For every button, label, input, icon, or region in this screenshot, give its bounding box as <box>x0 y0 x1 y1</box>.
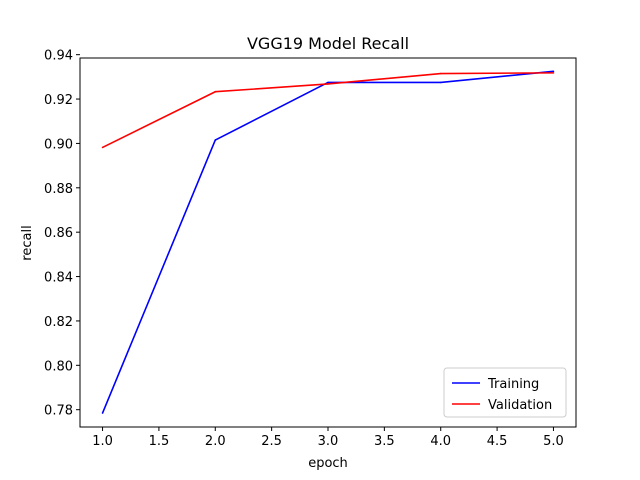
x-axis-label: epoch <box>308 456 348 471</box>
y-tick-label: 0.84 <box>44 271 73 286</box>
data-point-validation <box>552 72 555 74</box>
data-point-training <box>439 81 442 84</box>
y-tick-label: 0.94 <box>44 49 73 64</box>
data-point-validation <box>327 83 329 85</box>
x-axis-ticks: 1.0 1.5 2.0 2.5 3.0 3.5 4.0 4.5 5.0 <box>92 427 564 449</box>
y-tick-label: 0.80 <box>44 359 73 374</box>
x-tick-label: 1.0 <box>92 434 113 449</box>
data-point-training <box>101 412 104 414</box>
data-point-training <box>552 70 555 73</box>
series-layer <box>101 70 555 414</box>
x-tick-label: 1.5 <box>149 434 170 449</box>
legend-label-validation: Validation <box>488 398 552 413</box>
x-tick-label: 2.0 <box>205 434 226 449</box>
x-tick-label: 4.5 <box>487 434 508 449</box>
y-tick-label: 0.92 <box>44 93 73 108</box>
chart-title: VGG19 Model Recall <box>247 34 409 53</box>
x-tick-label: 5.0 <box>543 434 564 449</box>
y-tick-label: 0.86 <box>44 226 73 241</box>
x-tick-label: 2.5 <box>261 434 282 449</box>
data-point-training <box>214 139 217 141</box>
data-point-validation <box>101 146 104 149</box>
y-axis-label: recall <box>20 225 35 260</box>
y-axis-ticks: 0.78 0.80 0.82 0.84 0.86 0.88 0.90 0.92 0.94 <box>44 49 80 419</box>
y-tick-label: 0.90 <box>44 137 73 152</box>
x-tick-label: 3.0 <box>318 434 339 449</box>
y-tick-label: 0.78 <box>44 404 73 419</box>
data-point-validation <box>214 90 217 93</box>
y-tick-label: 0.88 <box>44 182 73 197</box>
data-point-training <box>327 81 329 84</box>
legend-label-training: Training <box>487 377 539 392</box>
plot-area <box>79 57 577 428</box>
x-tick-label: 3.5 <box>374 434 395 449</box>
y-tick-label: 0.82 <box>44 315 73 330</box>
plot-frame <box>79 57 577 428</box>
legend: Training Validation <box>443 367 567 418</box>
data-point-validation <box>439 72 442 75</box>
x-tick-label: 4.0 <box>430 434 451 449</box>
